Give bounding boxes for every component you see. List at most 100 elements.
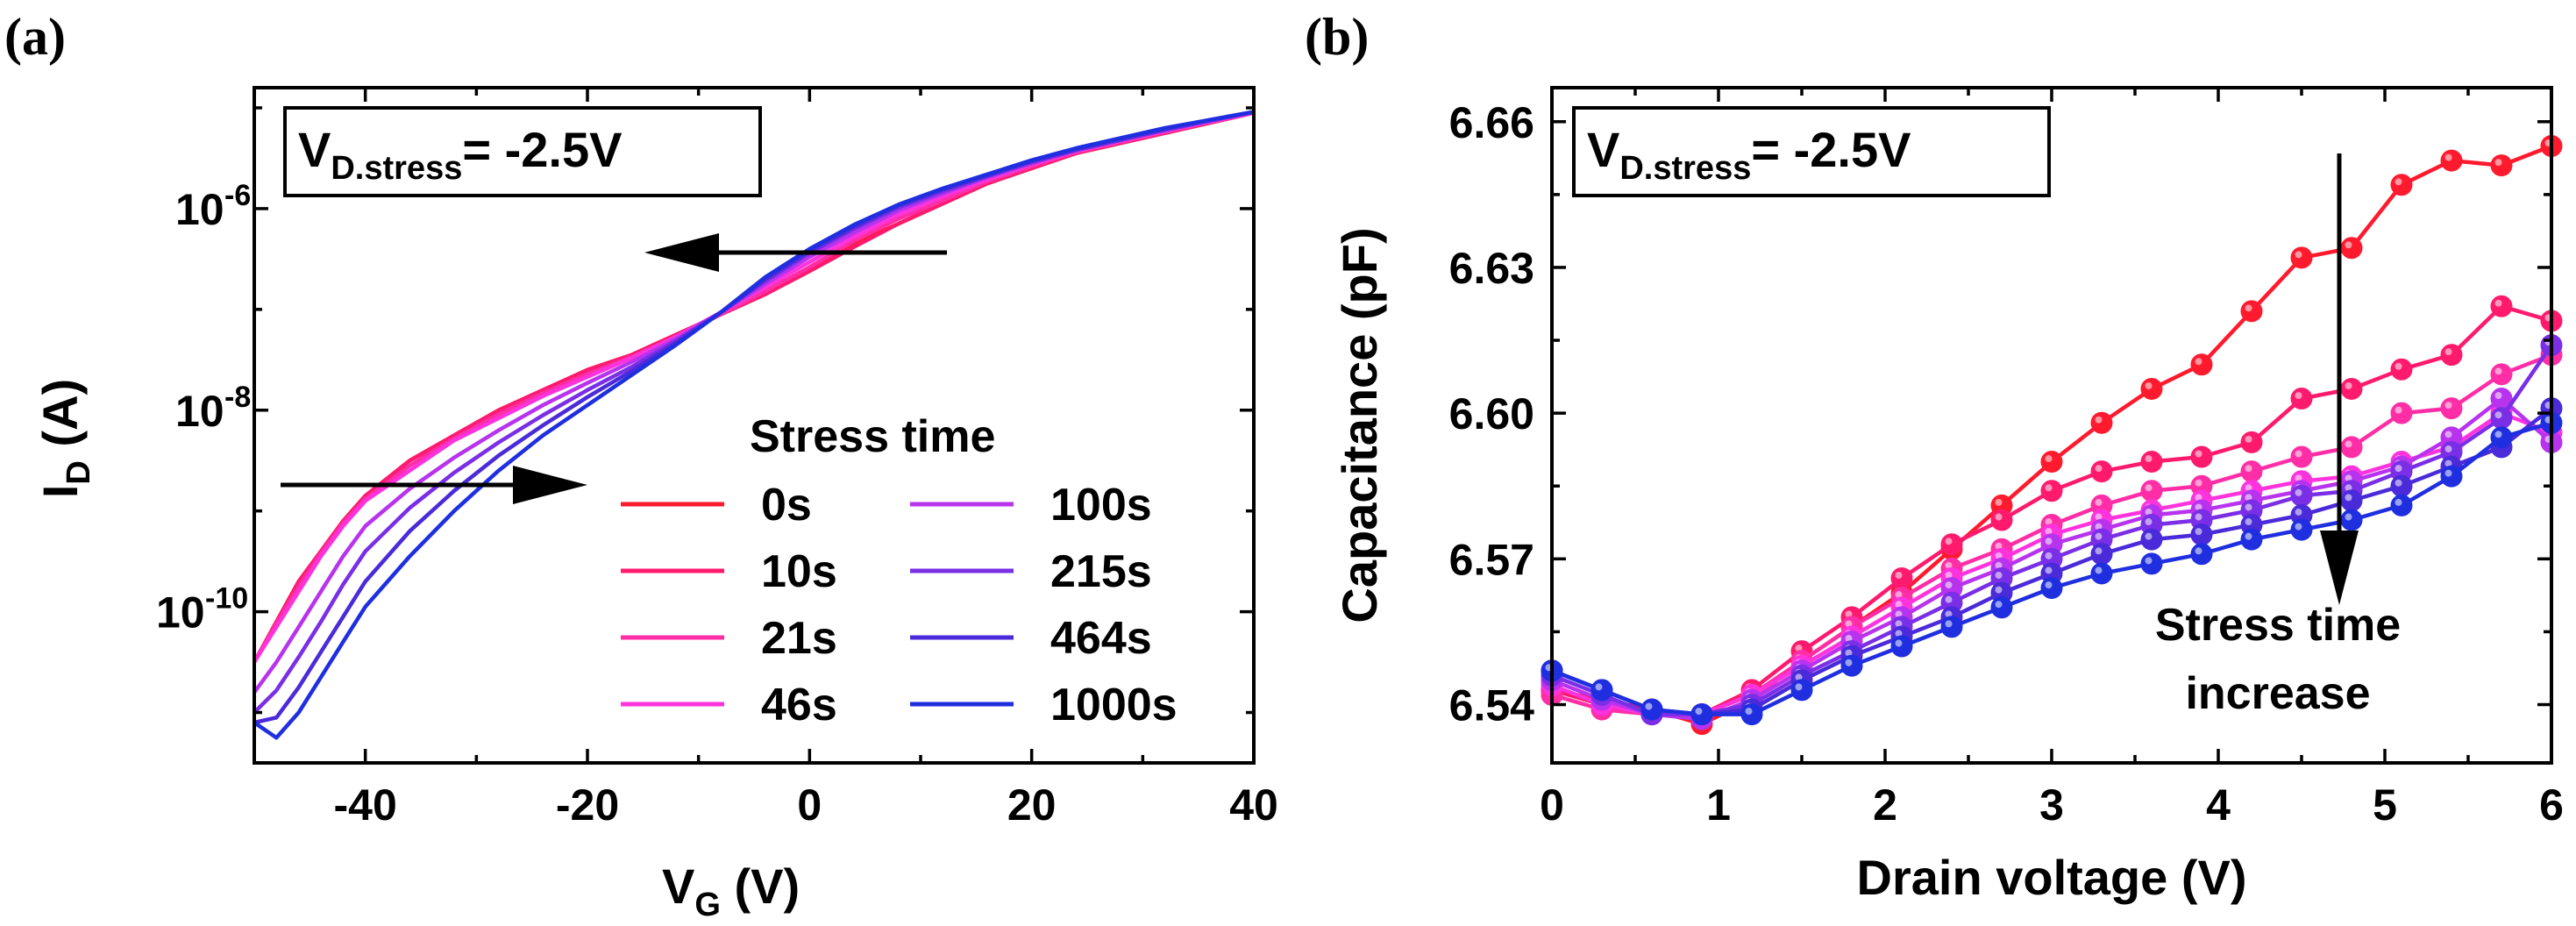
y-tick-labels-b: 6.54 6.57 6.60 6.63 6.66 — [1449, 98, 1535, 730]
data-point-highlight — [1945, 571, 1953, 579]
data-point-highlight — [1995, 513, 2003, 521]
x-tick-label-a: -40 — [334, 780, 397, 830]
data-point — [2290, 518, 2313, 541]
data-point-highlight — [2245, 518, 2252, 526]
data-point — [2040, 577, 2063, 600]
data-point-highlight — [2145, 508, 2153, 516]
data-point — [2190, 524, 2213, 546]
data-point — [2190, 353, 2213, 376]
legend-entry-21s: 21s — [621, 613, 837, 664]
y-tick-label-b: 6.66 — [1449, 98, 1534, 147]
data-point-highlight — [2095, 532, 2103, 540]
y-tick-label-a-1e-8: 10 -8 — [175, 381, 251, 436]
data-point-highlight — [2444, 469, 2452, 477]
data-point — [2490, 154, 2513, 177]
data-point-highlight — [1595, 683, 1603, 691]
data-point — [2390, 402, 2413, 424]
data-point-highlight — [2195, 528, 2202, 536]
legend-label: 215s — [1050, 546, 1152, 597]
data-point-highlight — [2195, 494, 2202, 502]
data-point-highlight — [2145, 381, 2153, 389]
data-point — [2490, 363, 2513, 386]
data-point — [2340, 377, 2363, 400]
x-axis-label-b: Drain voltage (V) — [1857, 850, 2247, 905]
data-point — [2240, 431, 2263, 453]
data-point-highlight — [2295, 474, 2302, 482]
data-point-highlight — [1995, 601, 2003, 609]
svg-text:VD.stress= -2.5V: VD.stress= -2.5V — [298, 122, 622, 187]
x-tick-label-b: 1 — [1706, 780, 1731, 830]
svg-text:-6: -6 — [224, 179, 251, 212]
data-point-highlight — [2295, 508, 2302, 516]
y-axis-label-a: ID (A) — [32, 379, 97, 498]
legend-label: 1000s — [1050, 680, 1178, 730]
data-point-highlight — [2345, 474, 2352, 482]
data-point — [2140, 377, 2163, 400]
data-point — [2090, 460, 2113, 483]
data-point — [2340, 489, 2363, 512]
data-point — [1940, 533, 1963, 556]
data-point-highlight — [1945, 581, 1953, 589]
legend-label: 0s — [761, 480, 812, 531]
axes-frame-b — [1550, 86, 2553, 765]
legend-label: 21s — [761, 613, 837, 664]
data-point — [2340, 509, 2363, 531]
series-line-1000s — [253, 110, 1255, 740]
stress-time-annotation-line2: increase — [2185, 668, 2370, 719]
data-point — [2140, 552, 2163, 575]
legend-a: Stress time 0s 10s 21s 46s 100s 215s 464s 1000s — [621, 411, 1178, 730]
series-lines-a — [253, 110, 1255, 740]
svg-text:10: 10 — [156, 588, 205, 638]
series-1000s — [1541, 411, 2563, 726]
data-point-highlight — [2245, 503, 2252, 511]
data-point-highlight — [2345, 381, 2352, 389]
data-point-highlight — [2245, 304, 2252, 312]
ticks-a — [253, 88, 1256, 763]
data-point-highlight — [1995, 586, 2003, 594]
stress-voltage-box-a: VD.stress= -2.5V — [283, 106, 762, 197]
data-point — [2440, 149, 2463, 172]
data-point — [2040, 480, 2063, 502]
x-tick-label-a: 20 — [1007, 780, 1057, 830]
data-point — [2490, 295, 2513, 317]
data-point-highlight — [1995, 561, 2003, 569]
data-point-highlight — [2345, 484, 2352, 492]
legend-entry-10s: 10s — [621, 546, 837, 597]
legend-label: 100s — [1050, 480, 1152, 531]
data-point-highlight — [2444, 445, 2452, 452]
left-arrow — [644, 233, 947, 272]
x-tick-label-b: 6 — [2539, 780, 2564, 830]
down-arrow — [2320, 153, 2359, 605]
data-point-highlight — [2195, 513, 2202, 521]
data-point — [1690, 703, 1713, 726]
data-point — [1590, 679, 1613, 702]
stress-time-annotation-line1: Stress time — [2155, 600, 2401, 651]
data-point-highlight — [2045, 581, 2053, 589]
data-point-highlight — [2095, 566, 2103, 574]
series-0s — [1541, 134, 2563, 736]
data-point — [2390, 358, 2413, 381]
data-point-highlight — [2395, 178, 2402, 186]
data-point — [2140, 480, 2163, 502]
legend-label: 464s — [1050, 613, 1152, 664]
data-point-highlight — [2444, 459, 2452, 467]
x-tick-label-b: 0 — [1540, 780, 1564, 830]
data-point — [2340, 237, 2363, 260]
data-point-highlight — [2444, 153, 2452, 161]
data-point-highlight — [1795, 673, 1803, 681]
data-point-highlight — [2195, 479, 2202, 487]
data-point-highlight — [1895, 620, 1903, 628]
legend-title: Stress time — [750, 411, 995, 462]
data-point-highlight — [2494, 411, 2502, 419]
plot-b: 6.54 6.57 6.60 6.63 6.66 0 1 2 3 4 5 6 D… — [1332, 86, 2564, 905]
data-point-highlight — [2345, 494, 2352, 502]
data-point — [2040, 451, 2063, 474]
data-point — [1990, 596, 2013, 619]
data-point-highlight — [2095, 498, 2103, 506]
data-point — [2240, 460, 2263, 483]
data-point-highlight — [1845, 659, 1853, 666]
data-point-highlight — [1945, 620, 1953, 628]
plot-a: 10 -10 10 -8 10 -6 -40 -20 0 20 40 VG (V… — [32, 86, 1278, 923]
data-point — [1990, 509, 2013, 531]
data-point-highlight — [1995, 498, 2003, 506]
